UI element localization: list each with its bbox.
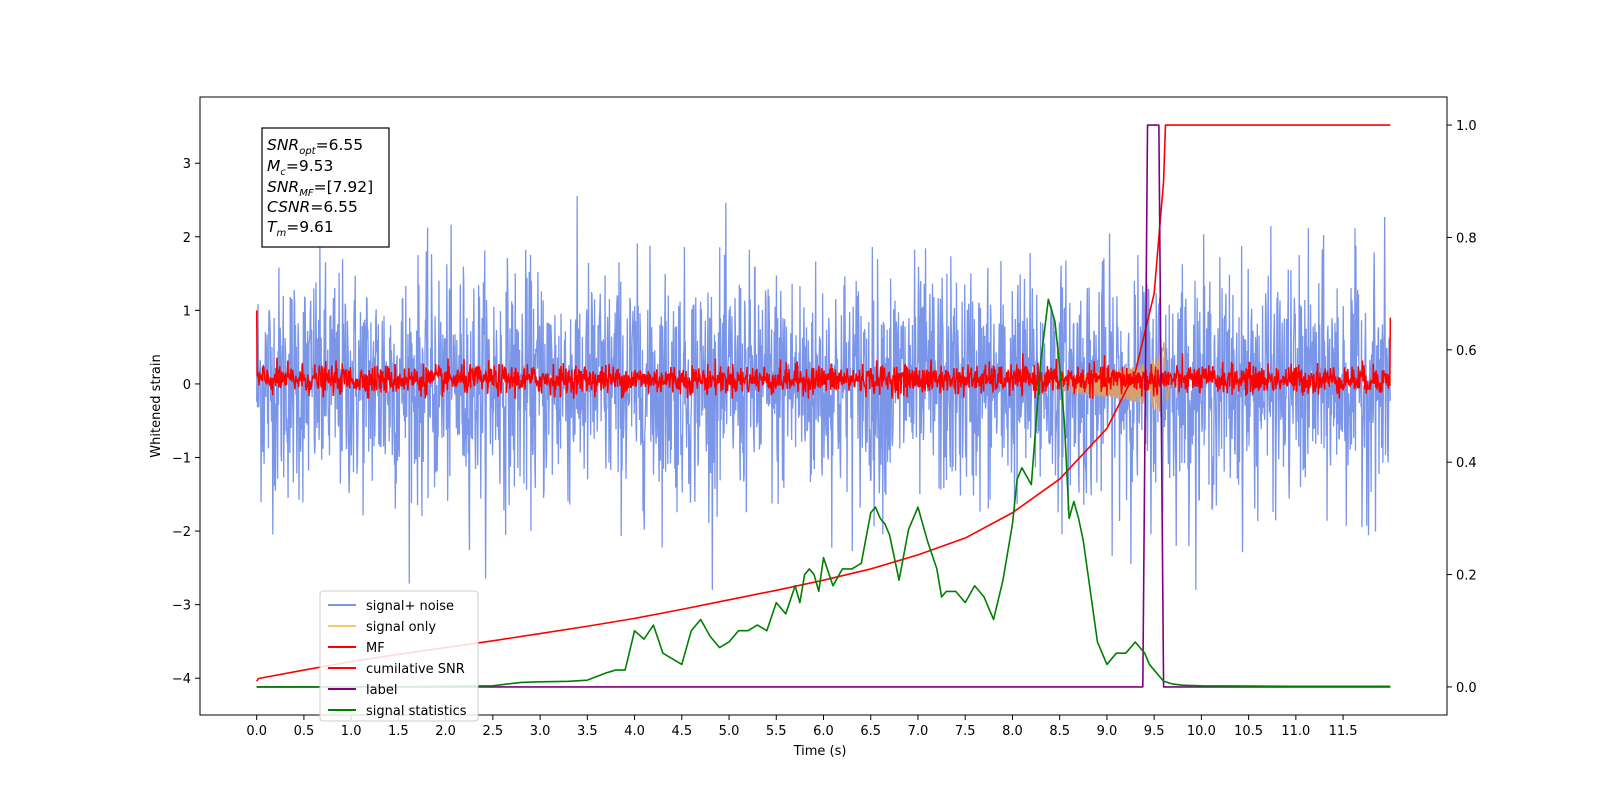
legend-item-mf: MF xyxy=(328,641,385,656)
legend-item-signal-only: signal only xyxy=(328,620,436,635)
legend-label: cumilative SNR xyxy=(366,662,465,677)
y-tick-label-right: 0.2 xyxy=(1456,569,1477,584)
y-axis-label: Whitened strain xyxy=(149,354,164,457)
x-tick-label: 4.0 xyxy=(624,724,645,739)
info-mc: Mc=9.53 xyxy=(267,157,333,178)
x-tick-label: 1.0 xyxy=(341,724,362,739)
y-tick-label-right: 0.4 xyxy=(1456,456,1477,471)
x-tick-label: 2.5 xyxy=(483,724,504,739)
x-tick-label: 7.0 xyxy=(908,724,929,739)
series-label xyxy=(256,124,1391,688)
legend: signal+ noise signal only MF cumilative SNR… xyxy=(319,590,479,722)
legend-label: signal+ noise xyxy=(366,599,454,614)
x-tick-label: 0.5 xyxy=(294,724,315,739)
axes: 0.0 0.5 1.0 1.5 2.0 2.5 3.0 3.5 4.0 4.5 5.0 5.5 6.0 6… xyxy=(172,119,1477,739)
x-tick-label: 5.0 xyxy=(719,724,740,739)
legend-frame xyxy=(319,590,479,722)
x-tick-label: 2.0 xyxy=(435,724,456,739)
y-tick-label-left: −1 xyxy=(172,452,191,467)
legend-item-signal-statistics: signal statistics xyxy=(328,704,467,719)
legend-item-cumilative-snr: cumilative SNR xyxy=(328,662,465,677)
series-mf xyxy=(255,310,1392,399)
y-tick-label-left: −4 xyxy=(172,672,191,687)
y-tick-label-left: −2 xyxy=(172,525,191,540)
y-tick-label-left: 3 xyxy=(183,157,191,172)
y-tick-label-right: 0.8 xyxy=(1456,231,1477,246)
x-tick-label: 8.5 xyxy=(1049,724,1070,739)
legend-label: signal statistics xyxy=(366,704,467,719)
x-tick-label: 11.0 xyxy=(1281,724,1310,739)
x-tick-label: 10.5 xyxy=(1234,724,1263,739)
info-tm: Tm=9.61 xyxy=(267,218,334,239)
info-csnr: CSNR=6.55 xyxy=(267,198,358,216)
info-snr-mf: SNRMF=[7.92] xyxy=(267,178,373,199)
x-tick-label: 7.5 xyxy=(955,724,976,739)
x-tick-label: 1.5 xyxy=(388,724,409,739)
info-box-frame xyxy=(261,127,390,248)
x-tick-label: 10.0 xyxy=(1187,724,1216,739)
y-tick-label-left: 1 xyxy=(183,304,191,319)
y-tick-label-left: −3 xyxy=(172,599,191,614)
series-signal-noise xyxy=(256,195,1391,590)
info-box: SNRopt=6.55 Mc=9.53 SNRMF=[7.92] CSNR=6.… xyxy=(261,127,390,248)
legend-label: MF xyxy=(366,641,385,656)
x-tick-label: 3.0 xyxy=(530,724,551,739)
x-tick-label: 5.5 xyxy=(766,724,787,739)
y-tick-label-right: 0.6 xyxy=(1456,344,1477,359)
x-tick-label: 9.0 xyxy=(1097,724,1118,739)
series-signal-statistics xyxy=(256,298,1391,688)
x-tick-label: 9.5 xyxy=(1144,724,1165,739)
x-tick-label: 8.0 xyxy=(1002,724,1023,739)
legend-item-signal-noise: signal+ noise xyxy=(328,599,454,614)
y-tick-label-left: 2 xyxy=(183,231,191,246)
x-tick-label: 11.5 xyxy=(1329,724,1358,739)
y-tick-label-right: 0.0 xyxy=(1456,681,1477,696)
y-tick-label-right: 1.0 xyxy=(1456,119,1477,134)
x-axis-label: Time (s) xyxy=(793,744,847,759)
x-tick-label: 4.5 xyxy=(671,724,692,739)
y-tick-label-left: 0 xyxy=(183,378,191,393)
legend-item-label: label xyxy=(328,683,397,698)
x-tick-label: 0.0 xyxy=(246,724,267,739)
x-tick-label: 6.0 xyxy=(813,724,834,739)
legend-label: label xyxy=(366,683,397,698)
legend-label: signal only xyxy=(366,620,436,635)
x-tick-label: 3.5 xyxy=(577,724,598,739)
info-snr-opt: SNRopt=6.55 xyxy=(267,136,363,157)
x-tick-label: 6.5 xyxy=(860,724,881,739)
